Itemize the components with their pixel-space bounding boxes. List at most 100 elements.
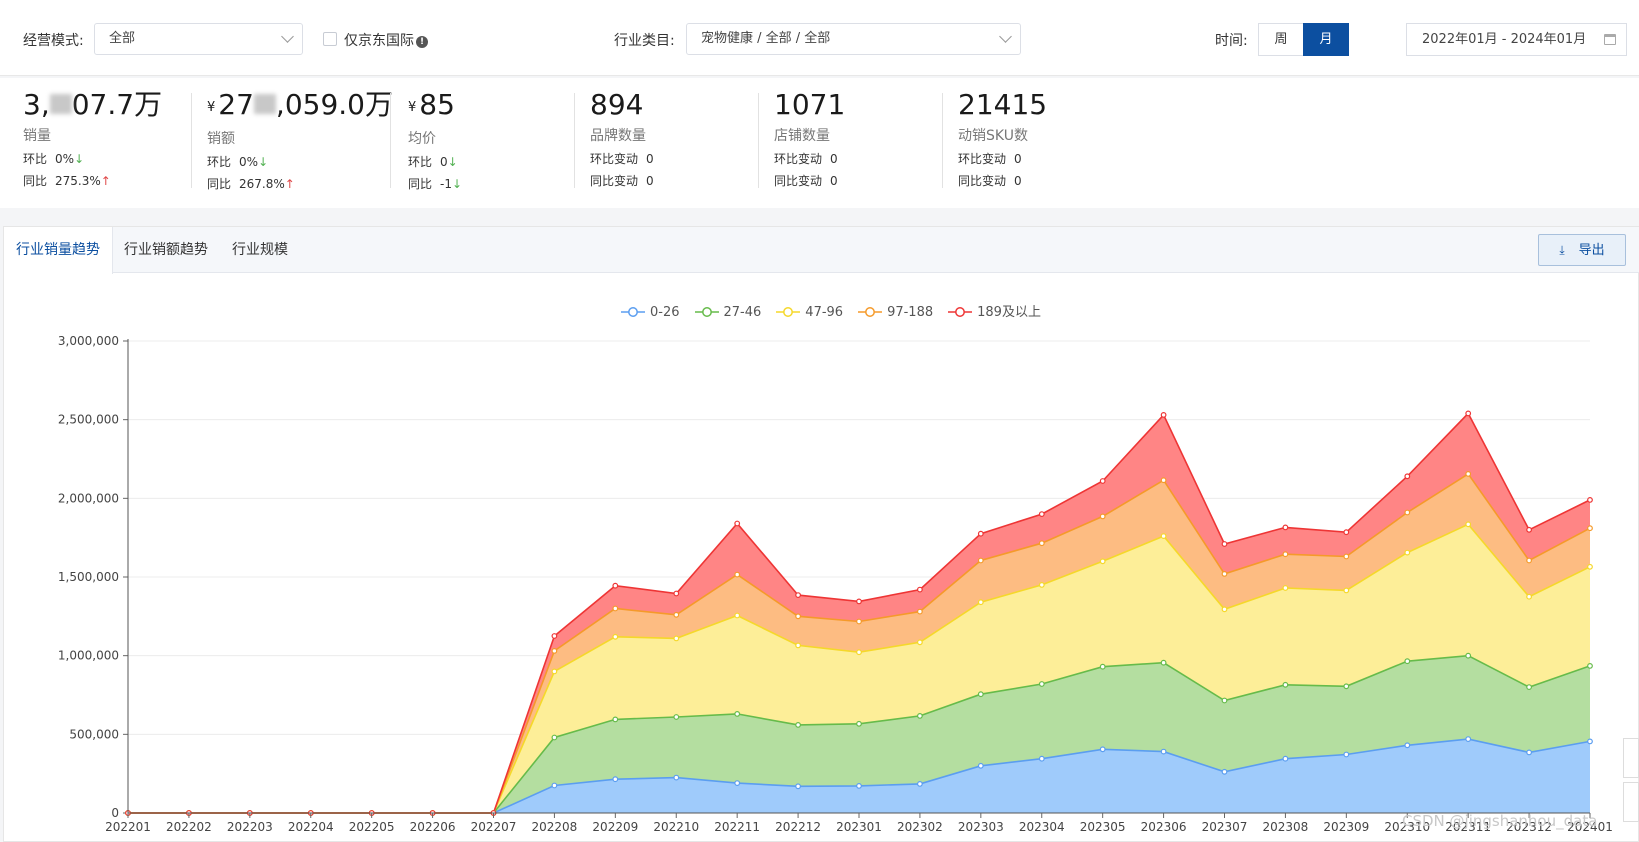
legend-swatch	[776, 307, 801, 317]
data-point	[977, 530, 984, 537]
stat-value-part: 85	[419, 88, 455, 121]
stat-mom-value: 0	[440, 155, 448, 169]
data-point	[1038, 582, 1045, 588]
stat-mom-value: 0	[646, 152, 654, 166]
arrow-down-icon: ↓	[74, 152, 85, 166]
data-point	[1526, 526, 1532, 533]
stat-value: 1071	[774, 88, 846, 122]
legend-swatch	[694, 307, 719, 317]
data-point	[1526, 557, 1532, 564]
data-point	[673, 611, 680, 618]
stat-yoy-value: 275.3%	[55, 174, 101, 188]
date-range-picker[interactable]: 2022年01月 - 2024年01月	[1406, 23, 1627, 56]
side-float-button[interactable]	[1623, 738, 1639, 778]
legend-label: 97-188	[887, 305, 934, 320]
stat-mom-value: 0%	[55, 152, 75, 166]
data-point	[917, 781, 923, 787]
month-toggle[interactable]: 月	[1303, 23, 1349, 56]
data-point	[917, 608, 923, 615]
data-point	[734, 520, 741, 527]
y-tick-label: 2,500,000	[58, 413, 119, 427]
stat-value: ¥27 ,059.0万	[207, 88, 393, 125]
chart-legend: 0-26 27-46 47-96 97-188 189及以上	[620, 301, 1055, 320]
data-point	[1038, 755, 1045, 762]
stat-value-part: 21415	[958, 88, 1048, 121]
legend-item[interactable]: 189及以上	[947, 301, 1041, 320]
x-tick-label: 202212	[775, 820, 821, 834]
mode-select[interactable]: 全部	[94, 23, 303, 55]
side-float-button[interactable]	[1623, 782, 1639, 822]
data-point	[1160, 533, 1167, 539]
stat-yoy-value: 267.8%	[239, 177, 285, 191]
x-tick-label: 202211	[714, 820, 760, 834]
x-tick-label: 202304	[1019, 820, 1065, 834]
stat-mom-row: 环比变动 0	[774, 150, 846, 167]
stat-mom-value: 0%	[239, 155, 259, 169]
data-point	[1465, 521, 1472, 528]
data-point	[734, 571, 741, 578]
stat-value: 3, 07.7万	[23, 88, 162, 122]
stat-card: 894 品牌数量 环比变动 0 同比变动 0	[590, 88, 662, 189]
info-icon[interactable]: !	[416, 36, 428, 48]
legend-item[interactable]: 47-96	[775, 305, 843, 320]
stat-mom-label: 环比变动	[958, 152, 1007, 166]
tab-sales-amount-trend[interactable]: 行业销额趋势	[124, 242, 208, 258]
legend-item[interactable]: 97-188	[857, 305, 933, 320]
category-label: 行业类目:	[614, 33, 675, 49]
data-point	[734, 711, 741, 717]
stat-card: ¥85 均价 环比 0↓ 同比 -1↓	[408, 88, 470, 192]
data-point	[1587, 525, 1593, 532]
tab-sales-volume-trend[interactable]: 行业销量趋势	[4, 227, 113, 274]
data-point	[1099, 558, 1106, 565]
stat-mom-row: 环比变动 0	[590, 150, 662, 167]
y-tick-label: 1,000,000	[58, 649, 119, 663]
data-point	[1587, 497, 1593, 503]
y-tick-label: 1,500,000	[58, 570, 119, 584]
data-point	[856, 618, 862, 625]
data-point	[1221, 768, 1228, 775]
area-97-188	[128, 473, 1590, 813]
legend-item[interactable]: 0-26	[620, 305, 680, 320]
y-tick-label: 0	[111, 806, 119, 820]
data-point	[977, 599, 984, 606]
stat-yoy-value: 0	[1014, 174, 1022, 188]
stat-mom-row: 环比 0%↓	[23, 150, 162, 167]
stat-value: 894	[590, 88, 662, 122]
stat-yoy-row: 同比 -1↓	[408, 175, 470, 192]
time-label: 时间:	[1215, 33, 1248, 49]
stat-mom-row: 环比 0↓	[408, 153, 470, 170]
x-tick-label: 202209	[592, 820, 638, 834]
area-27-46	[128, 655, 1590, 813]
data-point	[1465, 410, 1472, 417]
category-select[interactable]: 宠物健康 / 全部 / 全部	[686, 23, 1021, 55]
stat-name: 店铺数量	[774, 128, 830, 144]
arrow-up-icon: ↑	[100, 174, 111, 188]
x-tick-label: 202303	[958, 820, 1004, 834]
export-button[interactable]: ⤓ 导出	[1538, 234, 1626, 266]
data-point	[795, 783, 801, 790]
x-tick-label: 202310	[1384, 820, 1430, 834]
jd-intl-checkbox[interactable]	[323, 32, 337, 46]
y-tick-label: 500,000	[69, 727, 119, 741]
stat-value-part: 27	[218, 88, 254, 121]
data-point	[1465, 652, 1472, 659]
data-point	[1038, 540, 1045, 547]
data-point	[1587, 663, 1593, 669]
data-point	[1404, 658, 1411, 665]
stat-mom-label: 环比	[207, 155, 232, 169]
data-point	[612, 716, 619, 723]
tab-industry-scale[interactable]: 行业规模	[232, 242, 288, 258]
y-tick-label: 2,000,000	[58, 491, 119, 505]
currency-symbol: ¥	[207, 100, 216, 115]
x-tick-label: 202401	[1567, 820, 1613, 834]
stat-value: 21415	[958, 88, 1047, 122]
data-point	[1160, 748, 1167, 755]
x-tick-label: 202201	[105, 820, 151, 834]
date-range-value: 2022年01月 - 2024年01月	[1422, 32, 1587, 47]
legend-swatch	[621, 307, 645, 317]
data-point	[551, 782, 558, 789]
legend-swatch	[948, 307, 973, 317]
stat-mom-label: 环比	[23, 152, 48, 166]
legend-item[interactable]: 27-46	[694, 305, 761, 320]
